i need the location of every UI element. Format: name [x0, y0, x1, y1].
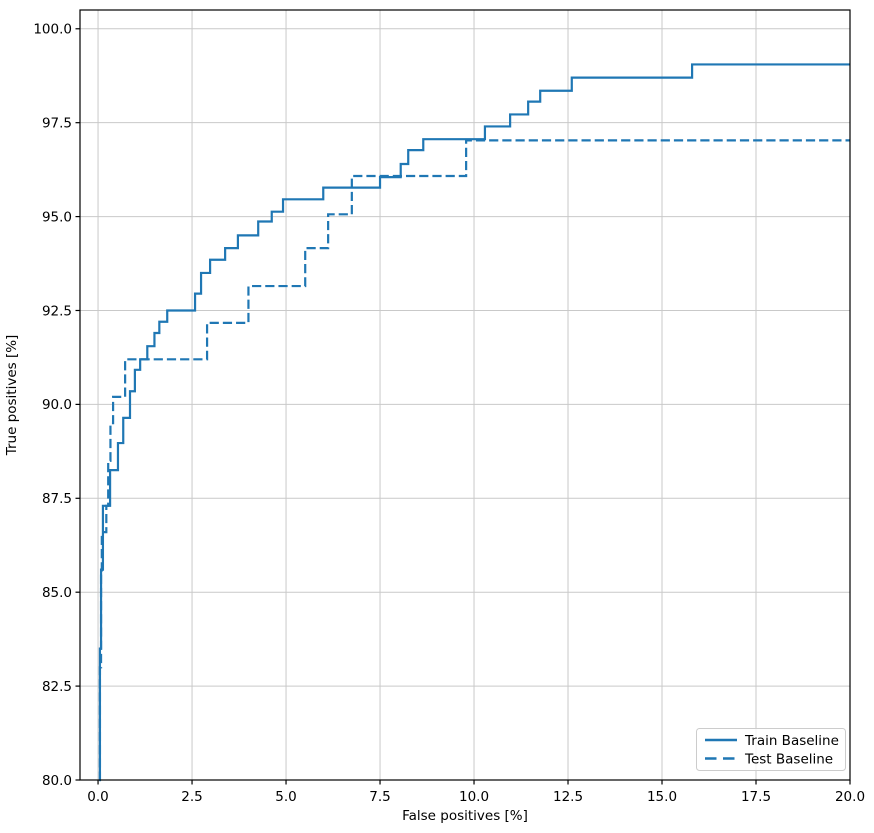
x-tick-label: 17.5 [741, 789, 771, 805]
x-tick-label: 12.5 [553, 789, 583, 805]
legend-entry-test-baseline: Test Baseline [705, 751, 833, 767]
x-axis: 0.0 2.5 5.0 7.5 10.0 12.5 15.0 17.5 20.0 [87, 780, 865, 805]
x-tick-label: 0.0 [87, 789, 108, 805]
x-tick-label: 5.0 [275, 789, 296, 805]
x-tick-label: 15.0 [647, 789, 677, 805]
y-tick-label: 82.5 [42, 679, 72, 695]
test-baseline-line [98, 139, 850, 782]
y-tick-label: 97.5 [42, 115, 72, 131]
y-tick-label: 100.0 [33, 22, 72, 38]
x-tick-label: 10.0 [459, 789, 489, 805]
y-tick-label: 80.0 [42, 773, 72, 789]
y-tick-label: 92.5 [42, 303, 72, 319]
y-tick-label: 85.0 [42, 585, 72, 601]
legend-label: Train Baseline [744, 733, 839, 749]
y-axis: 80.0 82.5 85.0 87.5 90.0 92.5 95.0 97.5 100.0 [33, 22, 80, 789]
train-baseline-line [98, 63, 850, 782]
legend-label: Test Baseline [744, 751, 833, 767]
x-tick-label: 7.5 [369, 789, 390, 805]
y-tick-label: 95.0 [42, 209, 72, 225]
x-tick-label: 20.0 [835, 789, 865, 805]
plot-border [79, 9, 851, 781]
y-axis-label: True positives [%] [4, 335, 20, 457]
y-tick-label: 90.0 [42, 397, 72, 413]
series-group [98, 63, 850, 782]
x-axis-label: False positives [%] [402, 808, 528, 824]
legend-entry-train-baseline: Train Baseline [705, 733, 839, 749]
legend: Train Baseline Test Baseline [696, 728, 846, 771]
y-tick-label: 87.5 [42, 491, 72, 507]
x-tick-label: 2.5 [181, 789, 202, 805]
